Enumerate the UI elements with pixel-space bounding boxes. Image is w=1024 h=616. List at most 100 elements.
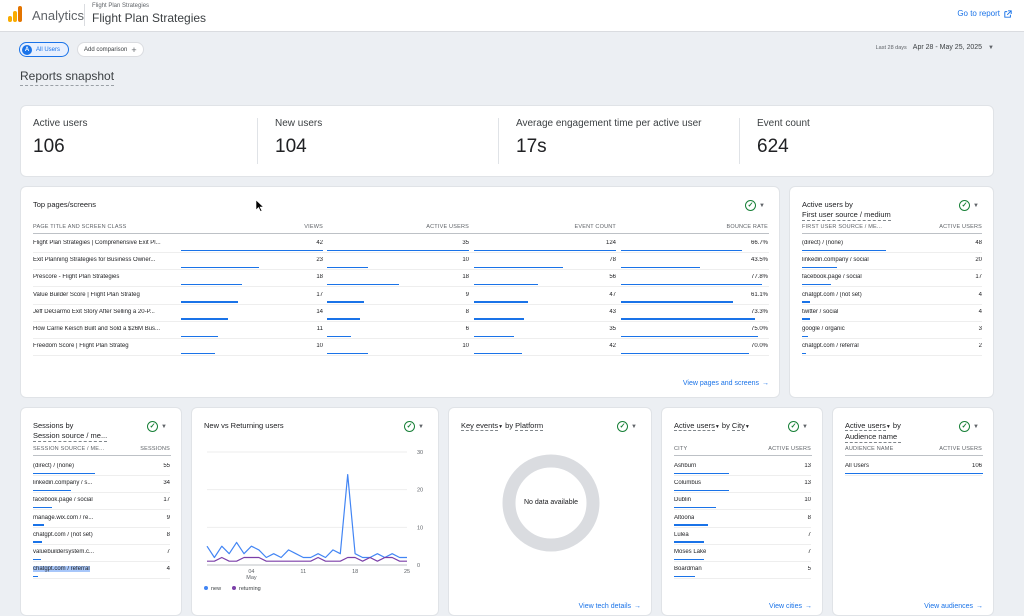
table-row[interactable]: linkedin.company / social 20	[802, 253, 982, 271]
table-row[interactable]: Boardman 5	[674, 562, 811, 580]
table-row[interactable]: Exit Planning Strategies for Business Ow…	[33, 253, 769, 271]
property-name[interactable]: Flight Plan Strategies	[92, 11, 207, 25]
table-row[interactable]: Prescore - Flight Plan Strategies 18 18 56 7…	[33, 270, 769, 288]
row-label: chatgpt.com / (not set)	[33, 531, 93, 538]
table-row[interactable]: Lulea 7	[674, 528, 811, 545]
value-bar	[674, 489, 729, 492]
view-cities-link[interactable]: View cities →	[769, 603, 812, 610]
compare-toggle[interactable]: ✓ ▼	[617, 421, 637, 432]
row-label: linkedin.company / social	[802, 257, 869, 264]
check-circle-icon: ✓	[959, 200, 971, 211]
column-header[interactable]: ACTIVE USERS	[939, 224, 982, 230]
date-range-picker[interactable]: Last 28 days Apr 28 - May 25, 2025 ▼	[876, 44, 994, 51]
row-events: 35	[609, 326, 616, 332]
row-value: 7	[166, 549, 170, 555]
view-tech-details-link[interactable]: View tech details →	[579, 603, 641, 610]
metric-selector[interactable]: Active users	[674, 421, 715, 431]
all-users-chip[interactable]: A All Users	[19, 42, 70, 57]
value-bar	[621, 318, 755, 320]
divider	[674, 455, 812, 456]
view-pages-link[interactable]: View pages and screens →	[683, 380, 769, 387]
value-bar	[621, 283, 763, 286]
compare-toggle[interactable]: ✓ ▼	[959, 200, 979, 211]
column-header[interactable]: PAGE TITLE AND SCREEN CLASS	[33, 224, 127, 230]
row-title: Prescore - Flight Plan Strategies	[33, 274, 120, 281]
table-row[interactable]: chatgpt.com / (not set) 8	[33, 528, 170, 545]
dimension-selector[interactable]: Audience name	[845, 432, 901, 443]
table-row[interactable]: Flight Plan Strategies | Comprehensive E…	[33, 236, 769, 253]
table-row[interactable]: Ashburn 13	[674, 459, 811, 476]
compare-toggle[interactable]: ✓ ▼	[745, 200, 765, 211]
row-value: 13	[804, 463, 811, 469]
table-row[interactable]: Moses Lake 7	[674, 545, 811, 562]
go-to-report-link[interactable]: Go to report	[957, 9, 1012, 18]
metric-value: 17s	[516, 136, 547, 157]
column-header[interactable]: ACTIVE USERS	[939, 446, 982, 452]
column-header[interactable]: SESSIONS	[140, 446, 170, 452]
table-row[interactable]: (direct) / (none) 48	[802, 236, 982, 253]
plus-icon: +	[131, 44, 137, 55]
metric-selector[interactable]: Active users	[845, 421, 886, 431]
table-row[interactable]: All Users 106	[845, 459, 983, 476]
account-name[interactable]: Flight Plan Strategies	[92, 3, 150, 9]
y-tick-label: 10	[417, 525, 423, 531]
column-header[interactable]: SESSION SOURCE / ME...	[33, 446, 105, 452]
compare-toggle[interactable]: ✓ ▼	[147, 421, 167, 432]
table-row[interactable]: Freedom Score | Flight Plan Strateg 10 10 4…	[33, 339, 769, 357]
value-bar	[621, 352, 749, 355]
table-row[interactable]: manage.wix.com / re... 9	[33, 511, 170, 528]
column-header[interactable]: FIRST USER SOURCE / ME...	[802, 224, 883, 230]
analytics-logo-icon[interactable]	[8, 6, 22, 22]
table-row[interactable]: chatgpt.com / referral 4	[33, 562, 170, 580]
metric-engagement-time[interactable]: Average engagement time per active user …	[516, 118, 701, 158]
column-header[interactable]: EVENT COUNT	[574, 224, 616, 230]
row-events: 47	[609, 291, 616, 298]
table-row[interactable]: linkedin.company / s... 34	[33, 476, 170, 494]
table-row[interactable]: Altoona 8	[674, 511, 811, 528]
table-row[interactable]: Columbus 13	[674, 476, 811, 494]
check-circle-icon: ✓	[745, 200, 757, 211]
row-value: 55	[163, 463, 170, 469]
dimension-selector[interactable]: Platform	[515, 421, 544, 431]
column-header[interactable]: ACTIVE USERS	[768, 446, 811, 452]
column-header[interactable]: VIEWS	[304, 224, 323, 230]
new-vs-returning-chart[interactable]: 30 20 10 0 04 11 18 25 May new returning	[192, 408, 440, 616]
table-row[interactable]: google / organic 3	[802, 322, 982, 339]
table-row[interactable]: valuebuildersystem.c... 7	[33, 545, 170, 562]
metric-selector[interactable]: Key events	[461, 421, 499, 431]
row-value: 48	[975, 240, 982, 246]
column-header[interactable]: CITY	[674, 446, 688, 452]
table-row[interactable]: Jeff DeGarmo Exit Story After Selling a …	[33, 305, 769, 322]
row-users: 10	[462, 257, 469, 264]
table-row[interactable]: facebook.page / social 17	[33, 493, 170, 511]
row-bounce: 73.3%	[750, 308, 768, 315]
row-value: 20	[975, 257, 982, 264]
view-audiences-link[interactable]: View audiences →	[924, 603, 983, 610]
metric-event-count[interactable]: Event count 624	[757, 118, 810, 158]
column-header[interactable]: AUDIENCE NAME	[845, 446, 894, 452]
row-title: Exit Planning Strategies for Business Ow…	[33, 257, 156, 264]
metric-active-users[interactable]: Active users 106	[33, 118, 87, 158]
column-header[interactable]: BOUNCE RATE	[726, 224, 768, 230]
row-title: Freedom Score | Flight Plan Strateg	[33, 343, 129, 350]
legend-label: new	[211, 586, 221, 592]
table-row[interactable]: How Carrie Keisch Built and Sold a $26M …	[33, 322, 769, 339]
table-row[interactable]: Value Builder Score | Flight Plan Strate…	[33, 288, 769, 305]
compare-toggle[interactable]: ✓ ▼	[788, 421, 808, 432]
add-comparison-button[interactable]: Add comparison +	[77, 42, 144, 57]
value-bar	[474, 352, 523, 355]
table-row[interactable]: Dublin 10	[674, 493, 811, 511]
compare-toggle[interactable]: ✓ ▼	[959, 421, 979, 432]
table-row[interactable]: (direct) / (none) 55	[33, 459, 170, 476]
dimension-selector[interactable]: City	[731, 421, 745, 431]
table-row[interactable]: twitter / social 4	[802, 305, 982, 322]
metric-new-users[interactable]: New users 104	[275, 118, 322, 158]
table-row[interactable]: chatgpt.com / referral 2	[802, 339, 982, 357]
table-row[interactable]: facebook.page / social 17	[802, 270, 982, 288]
column-header[interactable]: ACTIVE USERS	[426, 224, 469, 230]
dimension-selector[interactable]: First user source / medium	[802, 210, 891, 221]
table-row[interactable]: chatgpt.com / (not set) 4	[802, 288, 982, 305]
check-circle-icon: ✓	[147, 421, 159, 432]
dimension-selector[interactable]: Session source / me...	[33, 431, 108, 442]
compare-toggle[interactable]: ✓ ▼	[404, 421, 424, 432]
